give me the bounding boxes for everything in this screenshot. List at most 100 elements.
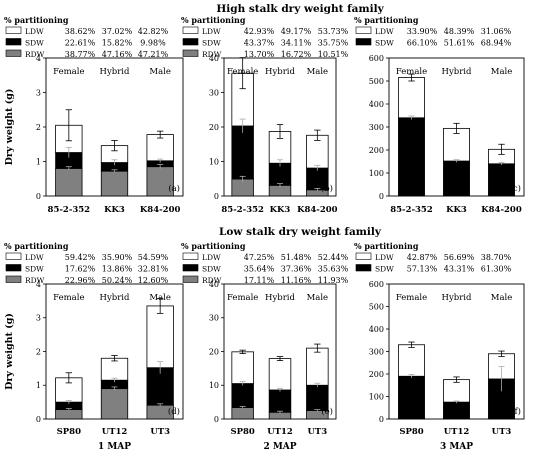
panel-d-legend-swatch-sdw [5, 264, 22, 272]
panel-e-category-label-2: UT3 [308, 427, 328, 437]
panel-e-ytick-label-1: 10 [209, 381, 219, 390]
panel-f-panel-letter: (f) [511, 406, 521, 417]
panel-d-legend-label-sdw: SDW [25, 265, 44, 274]
panel-b-legend-swatch-rdw [182, 49, 199, 57]
panel-e-group-label-0: Female [227, 293, 258, 303]
panel-e-ytick-label-3: 30 [209, 314, 219, 323]
panel-f-bar-sdw-0 [398, 375, 425, 420]
panel-b-panel-letter: (b) [321, 183, 333, 194]
panel-d-bar-ldw-1 [100, 357, 129, 381]
panel-b-bar-sdw-0 [231, 125, 254, 180]
panel-e-group-label-2: Male [307, 293, 329, 303]
panel-b-pct-rdw-1: 16.72% [281, 50, 312, 59]
panel-b-ytick-label-2: 20 [209, 123, 219, 132]
panel-f-group-label-1: Hybrid [442, 293, 472, 303]
panel-a-pct-ldw-1: 37.02% [102, 27, 133, 36]
panel-a-pct-sdw-1: 15.82% [102, 39, 133, 48]
panel-a-ytick-label-0: 0 [36, 192, 41, 201]
panel-b-group-label-0: Female [227, 67, 258, 77]
panel-b-legend-swatch-ldw [182, 26, 199, 34]
panel-d-partitioning-title: % partitioning [4, 241, 69, 251]
panel-c-bar-ldw-0 [398, 77, 425, 119]
panel-c-ytick-label-1: 100 [369, 169, 384, 178]
panel-b-pct-ldw-2: 53.73% [318, 27, 349, 36]
panel-e-legend-swatch-sdw [182, 264, 199, 272]
panel-e-pct-rdw-2: 11.93% [318, 276, 349, 285]
panel-d-category-label-0: SP80 [57, 427, 81, 437]
panel-b-pct-sdw-0: 43.37% [244, 39, 275, 48]
panel-d-pct-sdw-1: 13.86% [102, 265, 133, 274]
panel-d-group-label-1: Hybrid [100, 293, 130, 303]
panel-d-ytick-label-1: 1 [36, 381, 41, 390]
panel-b-partitioning-title: % partitioning [181, 15, 246, 25]
panel-f-pct-sdw-0: 57.13% [407, 265, 438, 274]
panel-b-category-label-2: K84-200 [297, 205, 338, 215]
panel-a-group-label-0: Female [53, 67, 84, 77]
panel-f-pct-ldw-1: 56.69% [444, 253, 475, 262]
panel-c-legend-label-ldw: LDW [375, 27, 394, 36]
panel-e-category-label-1: UT12 [267, 427, 293, 437]
panel-e-bar-rdw-0 [231, 407, 254, 420]
panel-a-group-label-1: Hybrid [100, 67, 130, 77]
panel-f-group-label-0: Female [396, 293, 427, 303]
panel-f-ytick-label-0: 0 [379, 415, 384, 424]
section-title-high: High stalk dry weight family [216, 3, 384, 15]
panel-c-pct-sdw-0: 66.10% [407, 39, 438, 48]
panel-f-category-label-1: UT12 [444, 427, 470, 437]
panel-a-pct-rdw-2: 47.21% [138, 50, 169, 59]
panel-a-legend-label-sdw: SDW [25, 39, 44, 48]
panel-e-legend-label-sdw: SDW [202, 265, 221, 274]
panel-a-pct-sdw-0: 22.61% [65, 39, 96, 48]
panel-a-legend-swatch-sdw [5, 38, 22, 46]
panel-a-pct-ldw-0: 38.62% [65, 27, 96, 36]
panel-e-ytick-label-0: 0 [214, 415, 219, 424]
panel-d-bar-sdw-2 [146, 367, 174, 406]
panel-d-legend-swatch-ldw [5, 252, 22, 260]
panel-e-pct-sdw-2: 35.63% [318, 265, 349, 274]
panel-b-ytick-label-0: 0 [214, 192, 219, 201]
panel-b-group-label-1: Hybrid [265, 67, 295, 77]
panel-a-ytick-label-1: 1 [36, 157, 41, 166]
panel-e-panel-letter: (e) [321, 406, 333, 417]
panel-e-pct-ldw-2: 52.44% [318, 253, 349, 262]
panel-b-legend-label-ldw: LDW [202, 27, 221, 36]
panel-f-ytick-label-2: 200 [369, 370, 384, 379]
panel-a-ytick-label-4: 4 [36, 54, 41, 63]
panel-b-pct-sdw-1: 34.11% [281, 39, 312, 48]
panel-a-legend-swatch-rdw [5, 49, 22, 57]
panel-c-legend-swatch-sdw [355, 38, 372, 46]
panel-f-pct-ldw-0: 42.87% [407, 253, 438, 262]
panel-d-pct-ldw-1: 35.90% [102, 253, 133, 262]
panel-b-ytick-label-1: 10 [209, 157, 219, 166]
panel-a-category-label-2: K84-200 [140, 205, 181, 215]
panel-a-ytick-label-2: 2 [36, 123, 41, 132]
panel-e-pct-ldw-1: 51.48% [281, 253, 312, 262]
panel-a-bar-rdw-0 [55, 167, 83, 197]
panel-c-pct-sdw-2: 68.94% [481, 39, 512, 48]
panel-a-ylabel: Dry weight (g) [4, 89, 15, 166]
panel-e-bar-ldw-1 [268, 358, 292, 391]
panel-c-category-label-2: K84-200 [481, 205, 522, 215]
panel-c-group-label-0: Female [396, 67, 427, 77]
panel-a-bar-ldw-2 [146, 134, 174, 162]
panel-b-category-label-0: 85-2-352 [221, 205, 264, 215]
panel-f-bar-sdw-1 [443, 401, 470, 420]
panel-e-legend-swatch-rdw [182, 275, 199, 283]
panel-c-bar-sdw-1 [443, 160, 470, 197]
panel-d-bar-rdw-1 [100, 388, 129, 420]
panel-f-ytick-label-1: 100 [369, 392, 384, 401]
panel-a-category-label-1: KK3 [104, 205, 125, 215]
panel-d-pct-sdw-2: 32.81% [138, 265, 169, 274]
panel-f-bar-ldw-1 [443, 379, 470, 403]
panel-f-pct-sdw-1: 43.31% [444, 265, 475, 274]
panel-b-group-label-2: Male [307, 67, 329, 77]
panel-e-map-label: 2 MAP [263, 442, 296, 452]
panel-d-category-label-1: UT12 [102, 427, 128, 437]
panel-e-pct-rdw-1: 11.16% [281, 276, 312, 285]
panel-b-ytick-label-3: 30 [209, 88, 219, 97]
panel-c-group-label-2: Male [491, 67, 513, 77]
panel-a-legend-label-ldw: LDW [25, 27, 44, 36]
panel-a-pct-ldw-2: 42.82% [138, 27, 169, 36]
panel-f-ytick-label-5: 500 [369, 302, 384, 311]
